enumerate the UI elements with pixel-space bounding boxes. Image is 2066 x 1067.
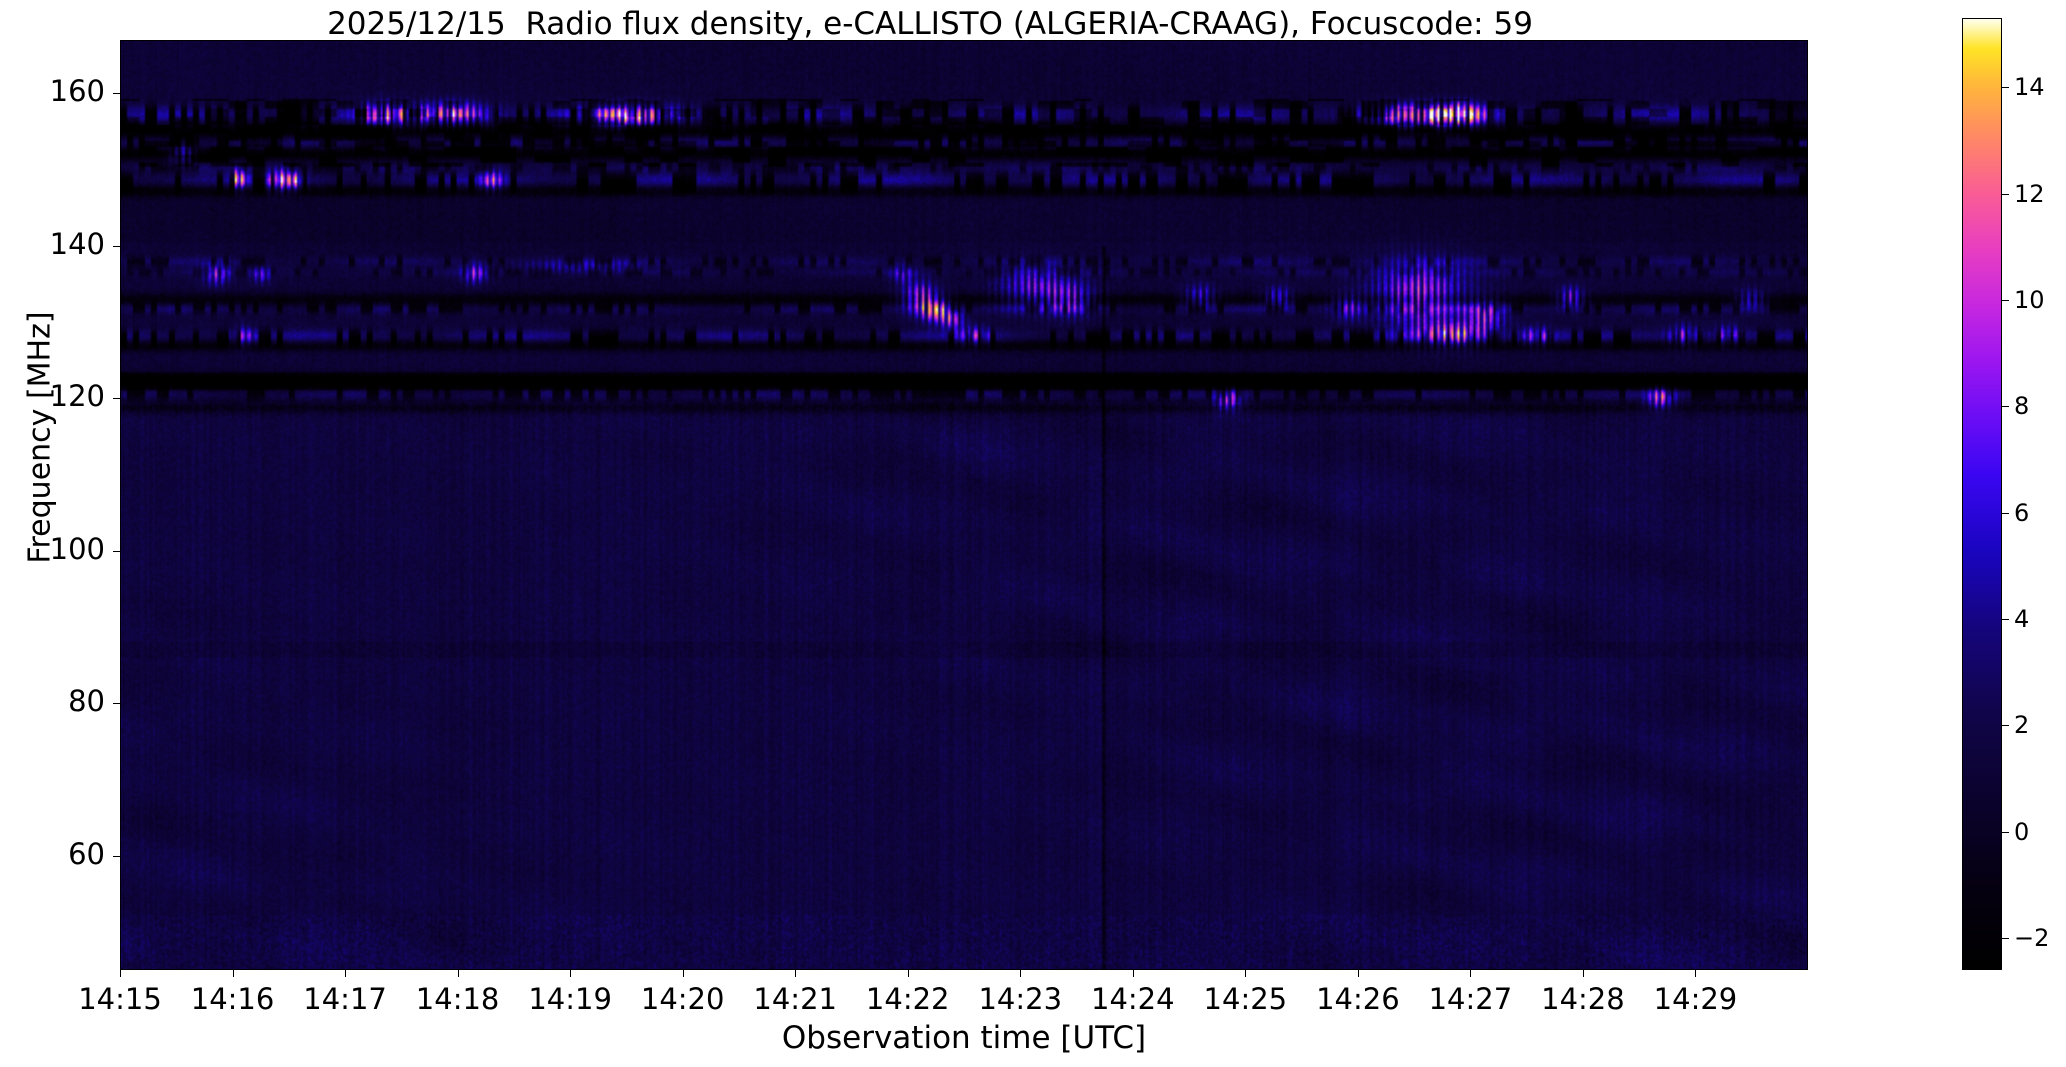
x-tick-mark [1582, 970, 1584, 977]
spectrogram-heatmap [121, 41, 1807, 969]
colorbar-tick-mark [2002, 193, 2009, 195]
x-tick-mark [570, 970, 572, 977]
colorbar-tick-mark [2002, 725, 2009, 727]
x-tick-mark [232, 970, 234, 977]
colorbar [1962, 18, 2002, 970]
y-tick-label: 80 [68, 684, 105, 719]
y-tick-label: 160 [49, 74, 105, 109]
x-tick-label: 14:18 [415, 982, 500, 1016]
y-tick-mark [113, 703, 120, 705]
x-tick-mark [345, 970, 347, 977]
colorbar-tick-label: 10 [2014, 285, 2045, 314]
x-tick-mark [907, 970, 909, 977]
x-tick-label: 14:29 [1653, 982, 1738, 1016]
page-title: 2025/12/15 Radio flux density, e-CALLIST… [327, 6, 1533, 42]
y-axis-title: Frequency [MHz] [22, 311, 58, 564]
colorbar-tick-mark [2002, 406, 2009, 408]
colorbar-tick-mark [2002, 938, 2009, 940]
y-tick-label: 120 [49, 379, 105, 414]
colorbar-tick-label: 2 [2014, 711, 2030, 740]
y-tick-mark [113, 93, 120, 95]
x-tick-label: 14:27 [1428, 982, 1513, 1016]
y-tick-label: 100 [49, 531, 105, 566]
colorbar-tick-mark [2002, 618, 2009, 620]
colorbar-tick-mark [2002, 831, 2009, 833]
x-tick-label: 14:16 [190, 982, 275, 1016]
x-tick-mark [1695, 970, 1697, 977]
x-tick-label: 14:15 [78, 982, 162, 1016]
x-tick-mark [1470, 970, 1472, 977]
colorbar-tick-label: 6 [2014, 498, 2030, 527]
colorbar-gradient [1963, 19, 2001, 969]
x-tick-label: 14:17 [303, 982, 387, 1016]
x-tick-label: 14:23 [978, 982, 1063, 1016]
x-tick-mark [1245, 970, 1247, 977]
x-tick-label: 14:26 [1316, 982, 1400, 1016]
colorbar-tick-label: 8 [2014, 392, 2030, 421]
y-tick-mark [113, 398, 120, 400]
y-tick-mark [113, 855, 120, 857]
y-tick-label: 140 [49, 226, 105, 261]
colorbar-tick-label: 4 [2014, 604, 2030, 633]
y-tick-mark [113, 245, 120, 247]
x-tick-label: 14:22 [865, 982, 950, 1016]
y-tick-mark [113, 550, 120, 552]
x-tick-label: 14:25 [1203, 982, 1288, 1016]
colorbar-tick-mark [2002, 512, 2009, 514]
x-tick-label: 14:19 [528, 982, 612, 1016]
colorbar-tick-mark [2002, 87, 2009, 89]
x-tick-label: 14:21 [753, 982, 837, 1016]
spectrogram-axes [120, 40, 1808, 970]
x-tick-label: 14:24 [1091, 982, 1175, 1016]
colorbar-tick-label: 14 [2014, 73, 2045, 102]
x-tick-mark [457, 970, 459, 977]
colorbar-tick-label: −2 [2014, 924, 2050, 953]
x-tick-mark [1357, 970, 1359, 977]
x-tick-mark [795, 970, 797, 977]
x-tick-label: 14:20 [640, 982, 725, 1016]
x-tick-mark [120, 970, 121, 977]
x-tick-mark [682, 970, 684, 977]
colorbar-tick-label: 12 [2014, 179, 2045, 208]
x-axis-title: Observation time [UTC] [781, 1020, 1147, 1056]
x-tick-mark [1020, 970, 1022, 977]
colorbar-tick-label: 0 [2014, 817, 2030, 846]
x-tick-mark [1132, 970, 1134, 977]
y-tick-label: 60 [68, 836, 105, 871]
x-tick-label: 14:28 [1541, 982, 1625, 1016]
colorbar-tick-mark [2002, 299, 2009, 301]
